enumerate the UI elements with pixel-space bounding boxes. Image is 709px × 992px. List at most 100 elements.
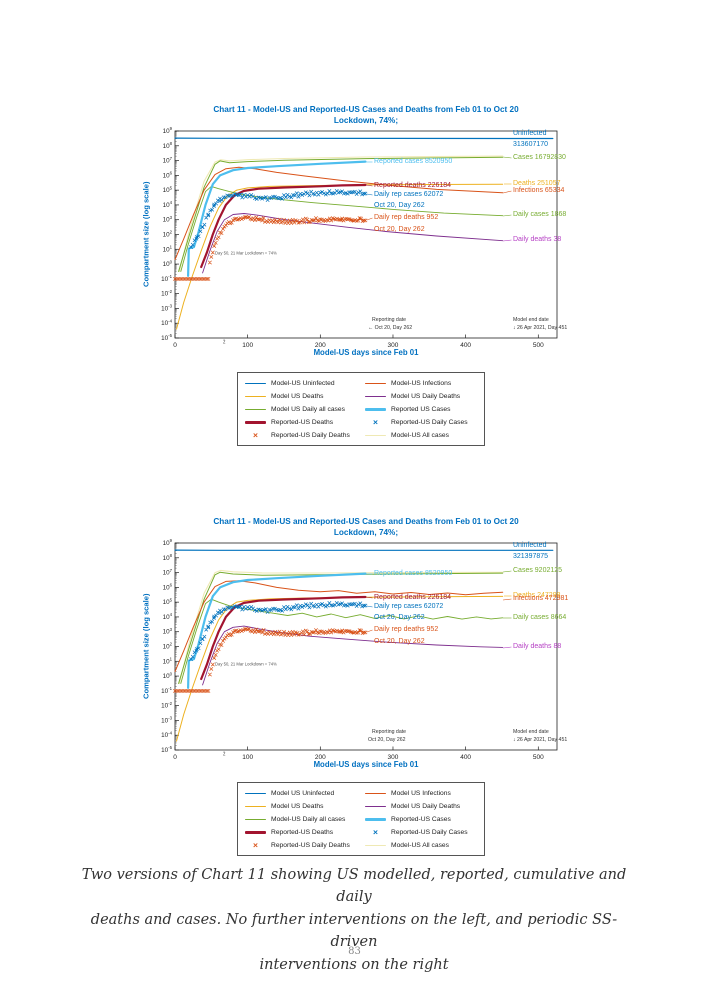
label-reporting-day-cases: Oct 20, Day 262 [374, 614, 425, 622]
legend-item: Model US Uninfected [242, 787, 362, 800]
y-tick-label: 106 [163, 171, 173, 180]
series-reported-daily-cases [189, 188, 368, 250]
y-tick-exponent: 1 [170, 244, 173, 249]
legend-item: Model-US Daily all cases [242, 813, 362, 826]
y-tick-exponent: -1 [168, 686, 172, 691]
y-tick-exponent: -3 [168, 304, 172, 309]
label-daily-cases-leader [502, 214, 512, 217]
y-tick-label: 102 [163, 230, 173, 239]
y-tick-label: 108 [163, 553, 173, 562]
figure-caption: Two versions of Chart 11 showing US mode… [74, 864, 634, 976]
y-tick-exponent: 5 [170, 597, 173, 602]
line-sample [245, 805, 266, 808]
line-sample-icon [242, 831, 269, 834]
chart-2-block: Chart 11 - Model-US and Reported-US Case… [135, 512, 615, 777]
line-sample [365, 818, 386, 821]
chart-2-canvas: 109 108 107 106 105 104 103 102 101 100 10-1 10-2 10… [135, 512, 615, 777]
label-daily-rep-deaths: Daily rep deaths 952 [374, 214, 439, 222]
label-daily-deaths-leader [502, 646, 512, 649]
x-marker-icon: × [253, 840, 258, 851]
line-sample [245, 831, 266, 834]
legend-label: Reported-US Cases [391, 816, 451, 823]
line-sample [365, 805, 386, 808]
caption-line-1: Two versions of Chart 11 showing US mode… [81, 867, 627, 906]
series-reported-cases [187, 572, 367, 689]
y-tick-label: 10-4 [161, 318, 172, 327]
y-tick-exponent: 0 [170, 259, 173, 264]
line-sample [365, 434, 386, 437]
legend-label: Model-US Infections [391, 380, 452, 387]
label-daily-deaths-leader [502, 239, 512, 242]
x-tick-label: 0 [173, 754, 177, 761]
plot-canvas: 10910810710610510410310210110010-110-210… [161, 126, 558, 349]
chart-1-block: Chart 11 - Model-US and Reported-US Case… [135, 100, 615, 365]
legend-item: Model-US Uninfected [242, 377, 362, 390]
caption-line-2: deaths and cases. No further interventio… [90, 911, 618, 951]
line-sample-icon [242, 408, 269, 411]
legend-item: × Reported-US Daily Cases [362, 826, 482, 839]
y-tick-exponent: -5 [168, 745, 172, 750]
x-tick-label: 300 [388, 754, 399, 761]
label-reported-deaths-leader [365, 596, 373, 599]
plot-canvas: 10910810710610510410310210110010-110-210… [161, 538, 558, 761]
y-tick-exponent: -5 [168, 333, 172, 338]
y-tick-label: 10-2 [161, 289, 172, 298]
y-tick-exponent: 1 [170, 656, 173, 661]
legend-item: Model-US All cases [362, 429, 482, 442]
line-sample-icon [242, 421, 269, 424]
y-tick-label: 107 [163, 568, 173, 577]
line-sample-icon [362, 395, 389, 398]
y-tick-exponent: 7 [170, 156, 173, 161]
label-daily-rep-deaths-leader [366, 217, 373, 221]
label-reported-deaths: Reported deaths 226184 [374, 594, 452, 602]
label-daily-cases: Daily cases 8664 [513, 614, 567, 622]
legend-label: Reported-US Daily Cases [391, 419, 468, 426]
label-daily-rep-cases: Daily rep cases 62072 [374, 191, 444, 199]
label-cases-leader [502, 570, 512, 573]
legend-item: Model US Daily Deaths [362, 800, 482, 813]
series-model-daily-cases [180, 185, 504, 272]
legend-item: × Reported-US Daily Deaths [242, 839, 362, 852]
x-tick-label: 400 [460, 342, 471, 349]
y-tick-exponent: 9 [170, 126, 173, 131]
x-marker-icon: × [362, 828, 389, 837]
chart-1-title: Chart 11 - Model-US and Reported-US Case… [175, 104, 557, 126]
line-sample [365, 382, 386, 385]
label-cases-leader [502, 156, 512, 159]
series-model-all-cases [178, 155, 504, 273]
label-daily-rep-cases-leader [366, 193, 373, 196]
chart-2-title-line2: Lockdown, 74%; [333, 528, 399, 538]
y-tick-exponent: -2 [168, 701, 172, 706]
y-tick-label: 104 [163, 612, 173, 621]
legend-label: Model US Infections [391, 790, 451, 797]
y-tick-label: 100 [163, 671, 173, 680]
legend-label: Reported-US Daily Deaths [271, 842, 350, 849]
label-cases: Cases 9202125 [513, 567, 563, 575]
y-tick-exponent: -1 [168, 274, 172, 279]
label-deaths: Deaths 251057 [513, 180, 561, 188]
line-sample [245, 421, 266, 424]
legend-column: Model US Uninfected Model US Deaths Model-… [242, 787, 362, 852]
line-sample-icon [242, 792, 269, 795]
y-tick-label: 105 [163, 597, 173, 606]
label-lockdown-note: Day 50, 21 Mar Lockdown = 74% [215, 250, 277, 256]
line-sample [365, 844, 386, 847]
label-model-end-value: ↓ 26 Apr 2021, Day 451 [513, 325, 568, 332]
label-uninfected-value: 313607170 [513, 141, 549, 149]
label-reported-deaths-leader [365, 184, 373, 187]
x-marker-icon: × [373, 417, 378, 428]
line-sample-icon [242, 818, 269, 821]
label-daily-deaths: Daily deaths 38 [513, 236, 562, 244]
y-tick-label: 105 [163, 185, 173, 194]
chart-2-title-line1: Chart 11 - Model-US and Reported-US Case… [213, 517, 519, 526]
label-reported-cases: Reported cases 8520950 [374, 158, 453, 166]
label-model-end-date: Model end date [513, 729, 549, 736]
label-deaths: Deaths 247298 [513, 592, 561, 600]
line-sample-icon [362, 408, 389, 411]
label-cases: Cases 16792830 [513, 154, 566, 162]
y-tick-label: 108 [163, 141, 173, 150]
x-marker-icon: × [242, 841, 269, 850]
caption-line-3: interventions on the right [259, 956, 449, 973]
legend-label: Model US Deaths [271, 393, 324, 400]
